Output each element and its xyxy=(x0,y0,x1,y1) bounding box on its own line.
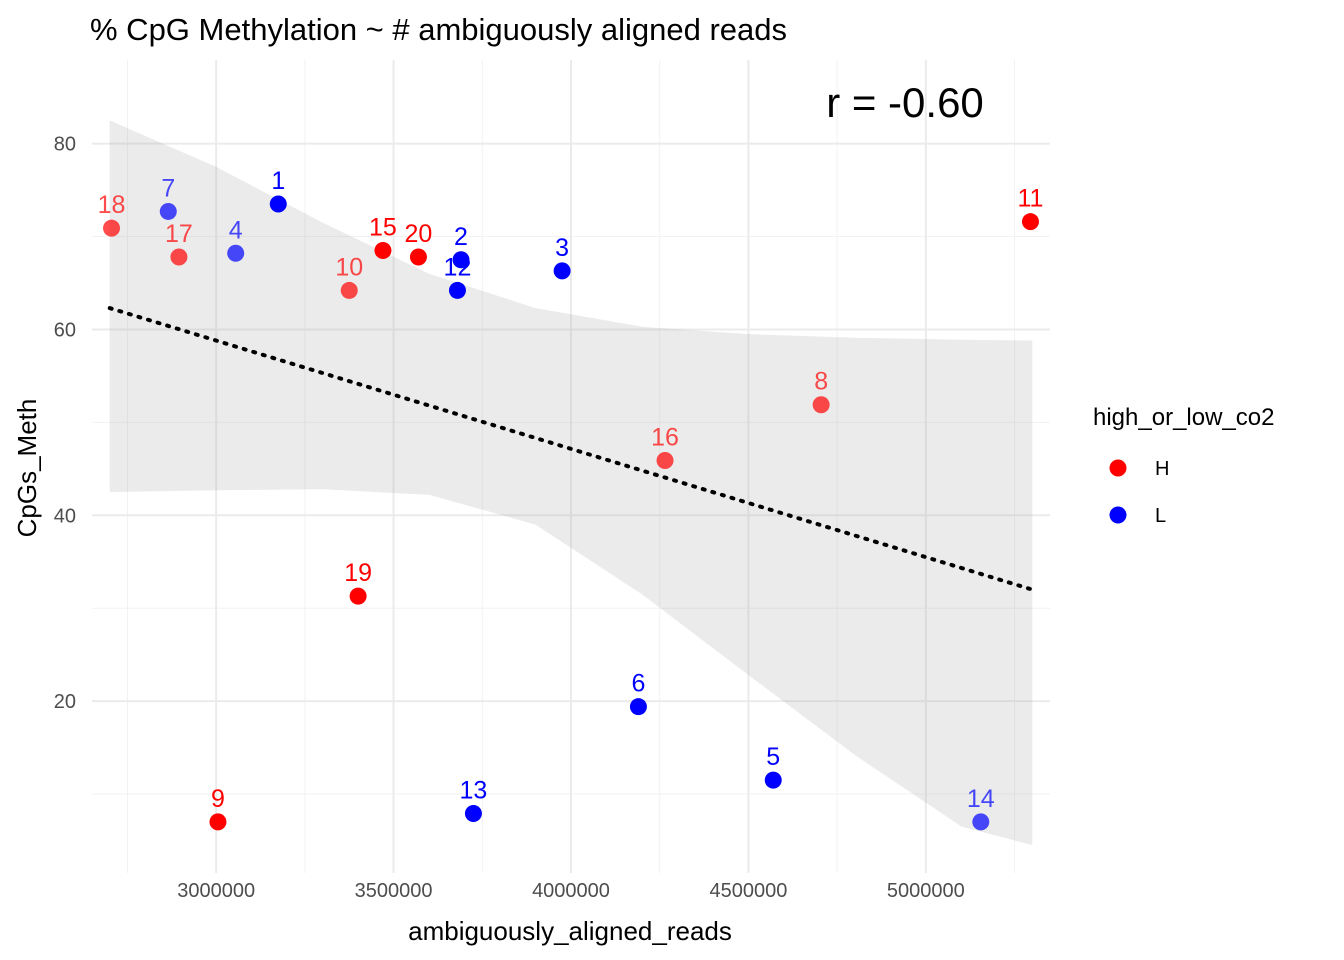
data-point xyxy=(1021,213,1039,231)
point-label: 4 xyxy=(229,216,243,244)
data-point xyxy=(209,813,227,831)
data-point xyxy=(972,813,990,831)
legend-key-h xyxy=(1109,459,1127,477)
data-point xyxy=(269,195,287,213)
x-tick-label: 4500000 xyxy=(709,880,787,902)
grid xyxy=(92,60,1050,873)
point-label: 6 xyxy=(631,670,645,698)
tick-labels-layer: 3000000 3500000 4000000 4500000 5000000 20 40 6… xyxy=(54,134,965,902)
data-point xyxy=(629,698,647,716)
correlation-annotation: r = -0.60 xyxy=(826,79,984,126)
y-tick-label: 80 xyxy=(54,134,76,156)
confidence-band-layer xyxy=(109,120,1033,846)
confidence-band xyxy=(109,120,1033,846)
point-label: 2 xyxy=(454,223,468,251)
point-label: 18 xyxy=(98,191,126,219)
y-tick-label: 40 xyxy=(54,505,76,527)
data-point xyxy=(159,202,177,220)
point-label: 16 xyxy=(651,423,679,451)
point-label: 3 xyxy=(555,234,569,262)
x-tick-label: 3000000 xyxy=(177,880,255,902)
legend-title: high_or_low_co2 xyxy=(1093,404,1274,431)
y-axis-title: CpGs_Meth xyxy=(12,399,42,538)
legend-key-l xyxy=(1109,506,1127,524)
data-point xyxy=(349,587,367,605)
x-tick-label: 4000000 xyxy=(532,880,610,902)
point-label: 14 xyxy=(967,785,995,813)
point-label: 9 xyxy=(211,785,225,813)
y-tick-label: 20 xyxy=(54,691,76,713)
points-layer xyxy=(103,195,1039,831)
trend-line xyxy=(107,306,1035,592)
x-axis-title: ambiguously_aligned_reads xyxy=(408,916,732,946)
point-label: 5 xyxy=(766,743,780,771)
y-tick-label: 60 xyxy=(54,319,76,341)
point-label: 17 xyxy=(165,220,193,248)
data-point xyxy=(764,771,782,789)
data-point xyxy=(103,219,121,237)
point-label: 20 xyxy=(405,220,433,248)
point-label: 15 xyxy=(369,213,397,241)
data-point xyxy=(452,251,470,269)
data-point xyxy=(464,805,482,823)
data-point xyxy=(553,262,571,280)
x-tick-label: 3500000 xyxy=(355,880,433,902)
point-label: 10 xyxy=(335,253,363,281)
data-point xyxy=(374,241,392,259)
point-label: 12 xyxy=(444,253,472,281)
data-point xyxy=(448,281,466,299)
data-point xyxy=(170,248,188,266)
point-label: 1 xyxy=(271,167,285,195)
trend-line-layer xyxy=(107,306,1035,592)
x-tick-label: 5000000 xyxy=(887,880,965,902)
legend-label-l: L xyxy=(1155,505,1166,527)
point-label: 13 xyxy=(460,777,488,805)
point-label: 8 xyxy=(814,368,828,396)
point-label: 11 xyxy=(1018,185,1044,213)
chart-title: % CpG Methylation ~ # ambiguously aligne… xyxy=(90,12,787,47)
point-label: 7 xyxy=(161,174,175,202)
point-label: 19 xyxy=(344,559,372,587)
legend-label-h: H xyxy=(1155,458,1169,480)
data-point xyxy=(656,451,674,469)
data-point xyxy=(340,281,358,299)
data-point xyxy=(812,396,830,414)
legend: high_or_low_co2 H L xyxy=(1093,404,1274,527)
data-point xyxy=(409,248,427,266)
data-point xyxy=(227,244,245,262)
